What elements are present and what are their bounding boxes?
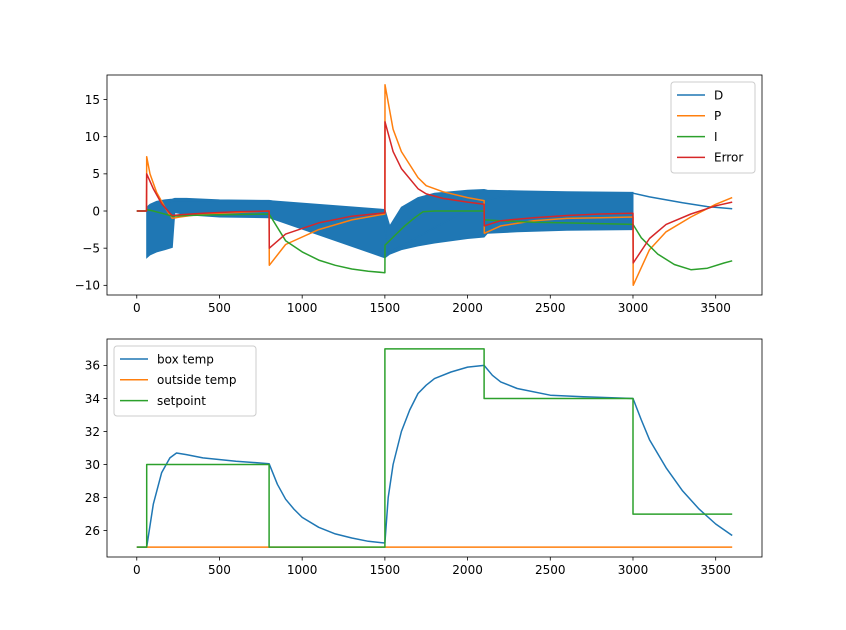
series-error-line <box>136 121 733 264</box>
x-tick-label: 0 <box>133 563 141 577</box>
legend-label-i: I <box>714 130 718 144</box>
series-box-temp-line <box>136 364 733 548</box>
legend-label-box-temp: box temp <box>157 352 214 366</box>
x-tick-label: 2500 <box>535 301 566 315</box>
x-tick-label: 1000 <box>287 301 318 315</box>
legend-frame <box>670 81 756 174</box>
legend-label-outside-temp: outside temp <box>157 373 236 387</box>
pid-terms-plot: 0 500 1000 1500 2000 2500 3000 3500 −10 −5 0 5 10 15 D… <box>75 74 763 315</box>
x-tick-label: 1500 <box>370 301 401 315</box>
x-tick-label: 3000 <box>618 563 649 577</box>
legend-label-error: Error <box>714 151 743 165</box>
y-tick-label: −10 <box>75 279 100 293</box>
y-tick-label: 10 <box>85 130 100 144</box>
series-setpoint-line <box>136 348 733 548</box>
plot-area <box>136 348 733 548</box>
x-tick-label: 2000 <box>452 563 483 577</box>
series-i-line <box>136 208 733 274</box>
y-tick-label: 0 <box>92 204 100 218</box>
y-tick-label: 34 <box>85 392 100 406</box>
y-tick-label: 15 <box>85 93 100 107</box>
y-tick-label: 32 <box>85 425 100 439</box>
x-tick-label: 1000 <box>287 563 318 577</box>
legend: box temp outside temp setpoint <box>113 345 257 417</box>
series-i <box>136 208 733 274</box>
x-tick-label: 1500 <box>370 563 401 577</box>
series-error <box>136 121 733 264</box>
legend-label-p: P <box>714 109 721 123</box>
temperature-plot: 0 500 1000 1500 2000 2500 3000 3500 26 28 30 32 34 36… <box>85 338 763 577</box>
legend-label-d: D <box>714 88 723 102</box>
y-tick-label: 28 <box>85 491 100 505</box>
y-tick-label: 36 <box>85 359 100 373</box>
y-tick-label: 26 <box>85 524 100 538</box>
series-setpoint <box>136 348 733 548</box>
y-tick-label: −5 <box>82 241 100 255</box>
x-tick-label: 500 <box>208 563 231 577</box>
x-tick-label: 3500 <box>700 301 731 315</box>
x-tick-label: 2000 <box>452 301 483 315</box>
plot-area <box>136 83 733 287</box>
y-tick-label: 30 <box>85 458 100 472</box>
legend-label-setpoint: setpoint <box>157 394 206 408</box>
x-tick-label: 0 <box>133 301 141 315</box>
legend-frame <box>113 345 257 417</box>
axes-frame <box>106 74 763 296</box>
y-tick-label: 5 <box>92 167 100 181</box>
x-tick-label: 3000 <box>618 301 649 315</box>
axes-frame <box>106 338 763 558</box>
series-d-line <box>136 191 733 255</box>
legend: DPI Error <box>670 81 756 174</box>
x-tick-label: 2500 <box>535 563 566 577</box>
series-box-temp <box>136 364 733 548</box>
x-tick-label: 3500 <box>700 563 731 577</box>
x-tick-label: 500 <box>208 301 231 315</box>
